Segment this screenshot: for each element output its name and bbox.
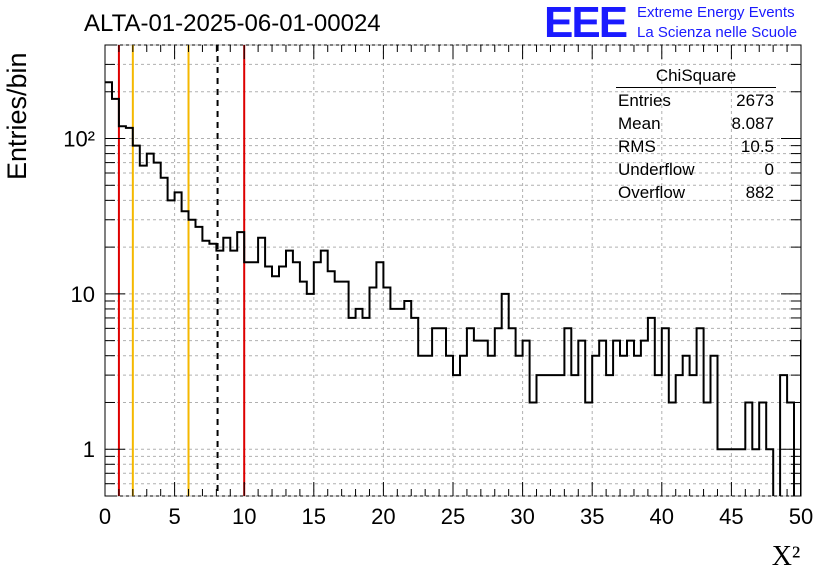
x-tick-label: 10 (232, 504, 256, 529)
logo-line-2: La Scienza nelle Scuole (637, 24, 798, 41)
x-tick-label: 25 (441, 504, 465, 529)
y-tick-label: 10² (63, 127, 95, 152)
stats-row-mean: Mean 8.087 (612, 112, 780, 135)
stats-row-rms: RMS 10.5 (612, 135, 780, 158)
stats-box: ChiSquare Entries 2673 Mean 8.087 RMS 10.5 … (612, 66, 780, 204)
stats-label: Mean (618, 114, 661, 133)
y-tick-label: 10 (71, 282, 95, 307)
eee-logo: EEE (544, 0, 628, 47)
x-tick-label: 20 (371, 504, 395, 529)
x-tick-label: 40 (650, 504, 674, 529)
tick-labels: 0 5 10 15 20 25 30 35 40 45 50 1 10 10² (63, 127, 813, 529)
stats-row-underflow: Underflow 0 (612, 158, 780, 181)
stats-value: 0 (764, 160, 774, 179)
stats-value: 2673 (736, 91, 774, 110)
grid-lines (105, 44, 801, 497)
stats-row-entries: Entries 2673 (612, 89, 780, 112)
x-tick-label: 5 (168, 504, 180, 529)
y-axis-label: Entries/bin (2, 52, 32, 180)
x-tick-label: 50 (789, 504, 813, 529)
marker-lines (117, 45, 246, 496)
stats-value: 8.087 (731, 114, 774, 133)
stats-label: RMS (618, 137, 656, 156)
x-axis-label: X² (772, 541, 801, 572)
y-tick-label: 1 (83, 437, 95, 462)
axis-ticks (104, 44, 802, 497)
x-tick-label: 45 (719, 504, 743, 529)
logo-line-1: Extreme Energy Events (637, 4, 795, 21)
stats-row-overflow: Overflow 882 (612, 181, 780, 204)
stats-label: Entries (618, 91, 671, 110)
x-tick-label: 15 (302, 504, 326, 529)
x-tick-label: 30 (510, 504, 534, 529)
stats-label: Overflow (618, 183, 686, 202)
stats-value: 10.5 (740, 137, 774, 156)
x-tick-label: 0 (99, 504, 111, 529)
stats-value: 882 (745, 183, 774, 202)
x-tick-label: 35 (580, 504, 604, 529)
stats-label: Underflow (618, 160, 695, 179)
stats-title: ChiSquare (616, 66, 776, 88)
histogram-series (105, 81, 801, 496)
run-title: ALTA-01-2025-06-01-00024 (84, 10, 381, 37)
